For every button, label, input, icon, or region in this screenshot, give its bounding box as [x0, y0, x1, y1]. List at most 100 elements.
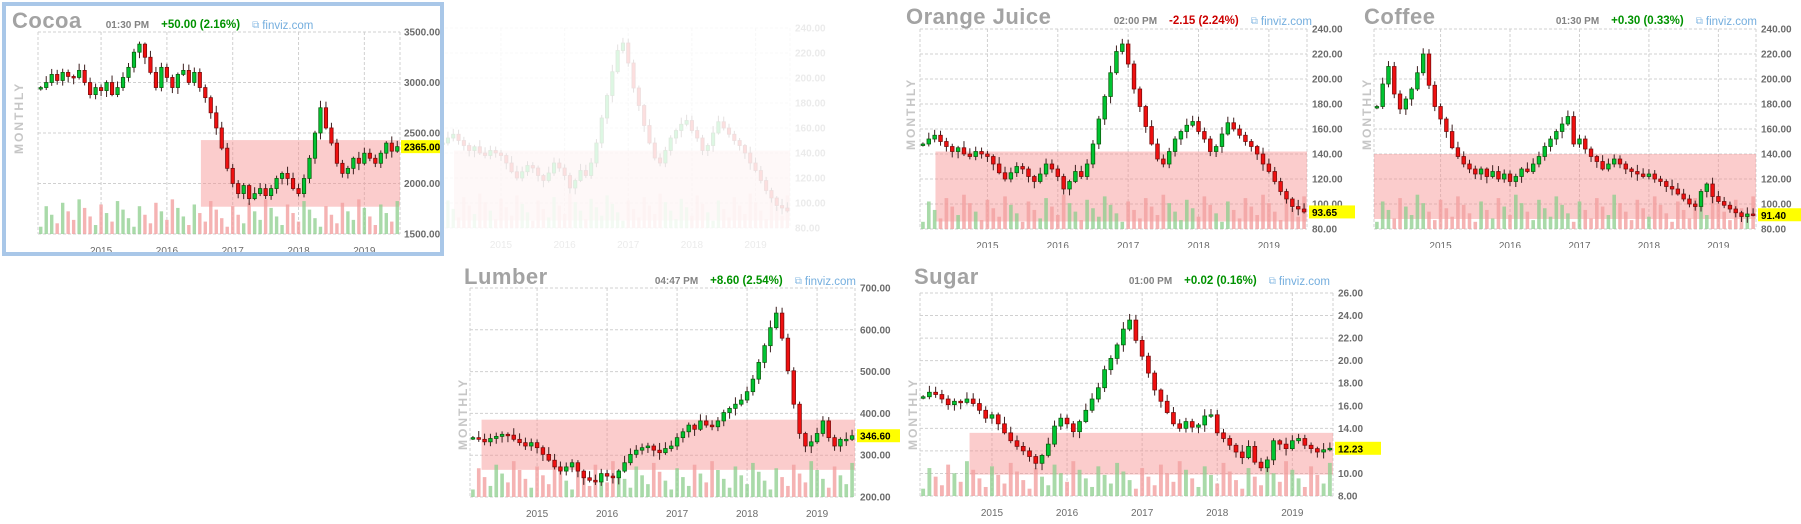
chart-card-orange-juice[interactable]: Orange Juice 02:00 PM -2.15 (2.24%) ⧉ fin…: [900, 2, 1362, 248]
chart-header: Sugar 01:00 PM +0.02 (0.16%) ⧉ finviz.com: [914, 264, 1330, 290]
chart-title: Lumber: [464, 264, 548, 289]
chart-title: Coffee: [1364, 4, 1436, 29]
orange-juice-chart-canvas[interactable]: 240.00 220.00 200.00 180.00 160.00 140.00 120.…: [900, 2, 1362, 248]
svg-text:2016: 2016: [156, 246, 179, 252]
svg-text:2019: 2019: [353, 246, 376, 252]
svg-text:1500.00: 1500.00: [404, 230, 440, 241]
price-change: +0.30 (0.33%): [1611, 15, 1684, 27]
svg-text:2016: 2016: [1499, 241, 1522, 248]
chart-header: Coffee 01:30 PM +0.30 (0.33%) ⧉ finviz.co…: [1364, 4, 1757, 30]
svg-text:3000.00: 3000.00: [404, 78, 440, 89]
svg-text:120.00: 120.00: [795, 174, 826, 185]
svg-text:120.00: 120.00: [1761, 175, 1792, 186]
finviz-link[interactable]: ⧉ finviz.com: [1250, 16, 1312, 28]
chart-header: Orange Juice 02:00 PM -2.15 (2.24%) ⧉ fin…: [906, 4, 1312, 30]
svg-text:2017: 2017: [1568, 241, 1591, 248]
svg-text:400.00: 400.00: [860, 409, 891, 420]
svg-text:140.00: 140.00: [1312, 150, 1343, 161]
svg-text:2018: 2018: [1187, 241, 1210, 248]
svg-text:14.00: 14.00: [1338, 424, 1363, 435]
svg-text:10.00: 10.00: [1338, 469, 1363, 480]
svg-text:8.00: 8.00: [1338, 492, 1358, 503]
external-link-icon: ⧉: [252, 20, 260, 31]
svg-text:2015: 2015: [526, 509, 549, 518]
svg-text:2016: 2016: [1056, 508, 1079, 518]
chart-card-sugar[interactable]: Sugar 01:00 PM +0.02 (0.16%) ⧉ finviz.com…: [900, 250, 1382, 518]
svg-text:80.00: 80.00: [1761, 225, 1786, 236]
svg-text:2019: 2019: [806, 509, 829, 518]
external-link-icon: ⧉: [1250, 16, 1258, 27]
svg-text:180.00: 180.00: [795, 99, 826, 110]
svg-text:240.00: 240.00: [1312, 25, 1343, 36]
price-change: +0.02 (0.16%): [1184, 275, 1257, 287]
svg-text:93.65: 93.65: [1312, 208, 1337, 219]
svg-text:2017: 2017: [1131, 508, 1154, 518]
quote-time: 01:30 PM: [1555, 16, 1600, 27]
lumber-chart-canvas[interactable]: 700.00 600.00 500.00 400.00 300.00 200.00 2015…: [452, 250, 902, 518]
finviz-link[interactable]: ⧉ finviz.com: [794, 276, 856, 288]
cocoa-chart-canvas[interactable]: 3500.00 3000.00 2500.00 2000.00 1500.00 2015 2…: [6, 6, 440, 252]
svg-text:2019: 2019: [1707, 241, 1730, 248]
svg-text:2017: 2017: [666, 509, 689, 518]
svg-text:2015: 2015: [90, 246, 113, 252]
svg-text:20.00: 20.00: [1338, 356, 1363, 367]
coffee-chart-canvas[interactable]: 240.00 220.00 200.00 180.00 160.00 140.00 120.…: [1358, 2, 1801, 248]
svg-text:24.00: 24.00: [1338, 311, 1363, 322]
svg-text:2500.00: 2500.00: [404, 129, 440, 140]
ghost-chart: 240.00 220.00 200.00 180.00 160.00 140.00 120.…: [430, 0, 860, 258]
svg-text:2018: 2018: [1206, 508, 1229, 518]
svg-text:80.00: 80.00: [1312, 225, 1337, 236]
svg-text:2018: 2018: [736, 509, 759, 518]
chart-card-coffee[interactable]: Coffee 01:30 PM +0.30 (0.33%) ⧉ finviz.co…: [1358, 2, 1801, 248]
price-change: -2.15 (2.24%): [1169, 15, 1239, 27]
svg-text:160.00: 160.00: [1312, 125, 1343, 136]
quote-time: 01:00 PM: [1128, 276, 1173, 287]
finviz-link[interactable]: ⧉ finviz.com: [1268, 276, 1330, 288]
svg-text:220.00: 220.00: [1312, 50, 1343, 61]
svg-text:18.00: 18.00: [1338, 379, 1363, 390]
svg-text:600.00: 600.00: [860, 325, 891, 336]
svg-text:220.00: 220.00: [1761, 50, 1792, 61]
svg-text:80.00: 80.00: [795, 224, 820, 235]
chart-header: Lumber 04:47 PM +8.60 (2.54%) ⧉ finviz.co…: [464, 264, 856, 290]
chart-title: Sugar: [914, 264, 979, 289]
svg-text:200.00: 200.00: [795, 74, 826, 85]
svg-text:200.00: 200.00: [860, 493, 891, 504]
sugar-chart-canvas[interactable]: 26.0024.0022.0020.0018.0016.0014.0012.00…: [900, 250, 1382, 518]
svg-text:100.00: 100.00: [795, 199, 826, 210]
svg-text:240.00: 240.00: [795, 24, 826, 35]
svg-text:240.00: 240.00: [1761, 25, 1792, 36]
svg-text:2019: 2019: [1281, 508, 1304, 518]
price-change: +50.00 (2.16%): [161, 19, 241, 31]
svg-text:2015: 2015: [981, 508, 1004, 518]
chart-card-lumber[interactable]: Lumber 04:47 PM +8.60 (2.54%) ⧉ finviz.co…: [452, 250, 902, 518]
chart-title: Orange Juice: [906, 4, 1052, 29]
price-change: +8.60 (2.54%): [710, 275, 783, 287]
svg-text:16.00: 16.00: [1338, 401, 1363, 412]
svg-text:12.23: 12.23: [1338, 444, 1363, 455]
finviz-link[interactable]: ⧉ finviz.com: [1695, 16, 1757, 28]
svg-text:160.00: 160.00: [795, 124, 826, 135]
svg-text:2015: 2015: [1429, 241, 1452, 248]
svg-text:220.00: 220.00: [795, 49, 826, 60]
svg-text:346.60: 346.60: [860, 432, 891, 443]
svg-text:2000.00: 2000.00: [404, 179, 440, 190]
svg-text:140.00: 140.00: [795, 149, 826, 160]
svg-text:2019: 2019: [1258, 241, 1281, 248]
svg-text:2017: 2017: [1117, 241, 1140, 248]
chart-title: Cocoa: [12, 8, 82, 33]
finviz-link[interactable]: ⧉ finviz.com: [252, 20, 314, 32]
external-link-icon: ⧉: [794, 276, 802, 287]
svg-text:91.40: 91.40: [1761, 211, 1786, 222]
chart-card-cocoa[interactable]: Cocoa 01:30 PM +50.00 (2.16%) ⧉ finviz.co…: [2, 2, 444, 256]
svg-text:200.00: 200.00: [1312, 75, 1343, 86]
svg-text:500.00: 500.00: [860, 367, 891, 378]
svg-text:200.00: 200.00: [1761, 75, 1792, 86]
svg-text:700.00: 700.00: [860, 284, 891, 295]
svg-text:100.00: 100.00: [1761, 200, 1792, 211]
svg-text:140.00: 140.00: [1761, 150, 1792, 161]
external-link-icon: ⧉: [1695, 16, 1703, 27]
svg-text:2015: 2015: [976, 241, 999, 248]
quote-time: 01:30 PM: [105, 20, 150, 31]
